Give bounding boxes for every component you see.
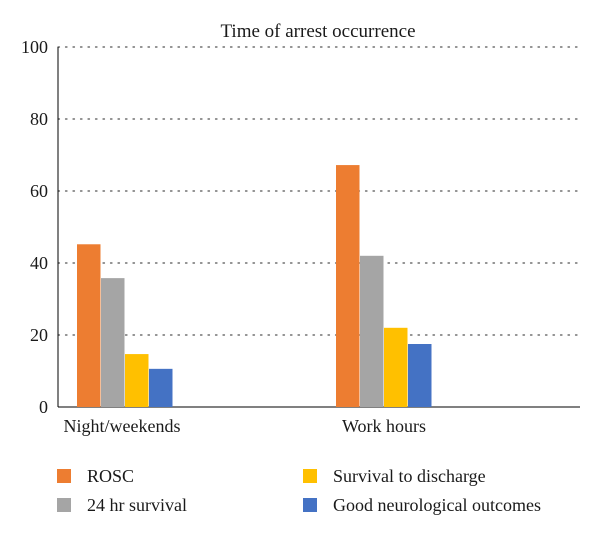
axes — [57, 47, 580, 408]
y-tick-label: 100 — [21, 37, 48, 57]
bars — [77, 165, 432, 407]
gridlines — [57, 46, 581, 336]
legend-swatch — [303, 469, 317, 483]
bar-24-hr-survival-1 — [360, 255, 384, 407]
bar-survival-to-discharge-0 — [125, 354, 149, 407]
bar-survival-to-discharge-1 — [384, 327, 408, 407]
legend-label: 24 hr survival — [87, 495, 187, 515]
chart-title: Time of arrest occurrence — [220, 21, 415, 42]
bar-good-neurological-outcomes-0 — [149, 368, 173, 407]
y-tick-label: 60 — [30, 181, 48, 201]
y-tick-label: 20 — [30, 325, 48, 345]
x-category-label: Work hours — [342, 416, 426, 436]
legend-label: Good neurological outcomes — [333, 495, 541, 515]
bar-rosc-0 — [77, 244, 101, 407]
y-tick-labels: 0 20 40 60 80 100 — [21, 37, 48, 417]
bar-24-hr-survival-0 — [101, 278, 125, 407]
legend-swatch — [57, 469, 71, 483]
legend-swatch — [57, 498, 71, 512]
bar-good-neurological-outcomes-1 — [408, 344, 432, 407]
legend-label: Survival to discharge — [333, 466, 486, 486]
y-tick-label: 80 — [30, 109, 48, 129]
y-tick-label: 40 — [30, 253, 48, 273]
bar-rosc-1 — [336, 165, 360, 407]
x-category-labels: Night/weekends Work hours — [64, 416, 427, 436]
y-tick-label: 0 — [39, 397, 48, 417]
legend: ROSC 24 hr survival Survival to discharge G… — [57, 466, 541, 515]
legend-swatch — [303, 498, 317, 512]
legend-label: ROSC — [87, 466, 134, 486]
x-category-label: Night/weekends — [64, 416, 181, 436]
